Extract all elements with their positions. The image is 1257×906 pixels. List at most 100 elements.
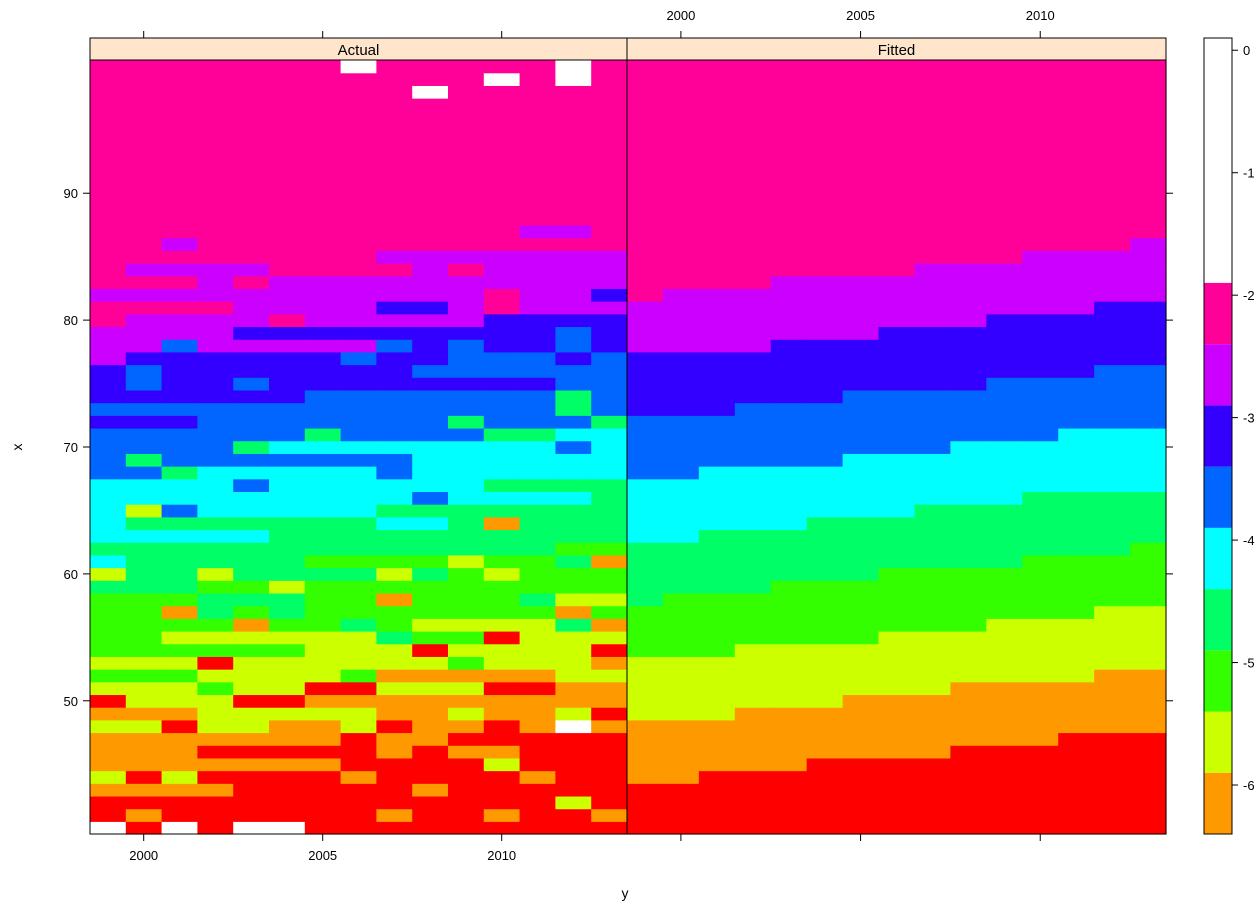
fitted-cell [914,326,951,340]
actual-cell [448,60,485,74]
actual-cell [483,301,521,315]
fitted-cell [806,440,844,454]
actual-cell [197,288,234,302]
actual-cell [161,250,198,264]
actual-cell [519,542,556,556]
fitted-cell [734,174,772,188]
actual-cell [269,275,306,289]
fitted-cell [1130,389,1167,404]
actual-cell [90,491,127,505]
fitted-cell [662,275,700,289]
actual-cell [304,770,342,784]
actual-cell [555,694,592,708]
fitted-cell [662,554,700,569]
fitted-cell [698,123,736,137]
fitted-cell [627,694,664,708]
actual-cell [555,795,592,810]
fitted-cell [842,656,880,670]
fitted-cell [770,212,808,226]
fitted-cell [878,415,916,429]
fitted-cell [1130,529,1167,543]
fitted-cell [770,110,808,125]
actual-cell [448,643,485,657]
actual-cell [591,529,628,543]
actual-cell [519,250,556,264]
fitted-cell [806,504,844,518]
actual-cell [90,364,127,378]
fitted-cell [986,795,1023,810]
fitted-cell [1022,554,1059,569]
actual-cell [269,542,306,556]
actual-cell [412,339,449,353]
actual-cell [161,364,198,378]
actual-cell [125,630,163,645]
actual-cell [591,618,628,632]
fitted-cell [698,326,736,340]
actual-cell [304,580,342,594]
actual-cell [161,656,198,670]
fitted-cell [734,719,772,734]
fitted-cell [950,694,987,708]
fitted-cell [1094,707,1131,721]
actual-cell [376,123,413,137]
fitted-cell [842,110,880,125]
fitted-cell [914,466,951,480]
fitted-cell [878,85,916,99]
fitted-cell [627,415,664,429]
fitted-cell [986,808,1023,822]
fitted-cell [878,783,916,797]
actual-cell [519,427,556,442]
fitted-cell [950,224,987,239]
actual-panel-cells [90,60,628,835]
actual-cell [161,123,198,137]
actual-cell [519,85,556,99]
y-tick-label: 60 [64,567,78,582]
fitted-cell [914,263,951,277]
actual-cell [519,795,556,810]
actual-cell [591,351,628,366]
actual-cell [125,745,163,759]
fitted-cell [627,427,664,442]
actual-cell [233,592,270,607]
actual-cell [555,275,592,289]
fitted-cell [770,98,808,112]
fitted-cell [627,98,664,112]
fitted-cell [662,707,700,721]
fitted-cell [770,719,808,734]
fitted-cell [1130,186,1167,201]
actual-cell [483,389,521,404]
fitted-cell [1094,72,1131,86]
colorkey-band [1204,466,1232,528]
actual-cell [304,377,342,391]
actual-cell [448,339,485,353]
actual-cell [376,313,413,328]
actual-cell [125,60,163,74]
actual-cell [448,275,485,289]
actual-cell [304,808,342,822]
actual-cell [555,770,592,784]
fitted-cell [842,60,880,74]
actual-cell [376,263,413,277]
fitted-cell [986,351,1023,366]
actual-cell [591,567,628,581]
actual-cell [125,592,163,607]
actual-cell [483,630,521,645]
actual-cell [591,669,628,683]
actual-cell [269,783,306,797]
fitted-cell [806,618,844,632]
fitted-cell [914,745,951,759]
fitted-cell [698,770,736,784]
actual-cell [90,351,127,366]
fitted-cell [914,732,951,746]
fitted-cell [842,351,880,366]
colorkey-tick-label: -4 [1243,533,1255,548]
fitted-cell [662,186,700,201]
x-tick-label: 2000 [129,848,158,863]
actual-cell [448,440,485,454]
fitted-cell [914,402,951,416]
actual-cell [448,542,485,556]
actual-cell [591,745,628,759]
fitted-cell [1022,516,1059,531]
fitted-cell [1094,60,1131,74]
fitted-cell [878,136,916,150]
